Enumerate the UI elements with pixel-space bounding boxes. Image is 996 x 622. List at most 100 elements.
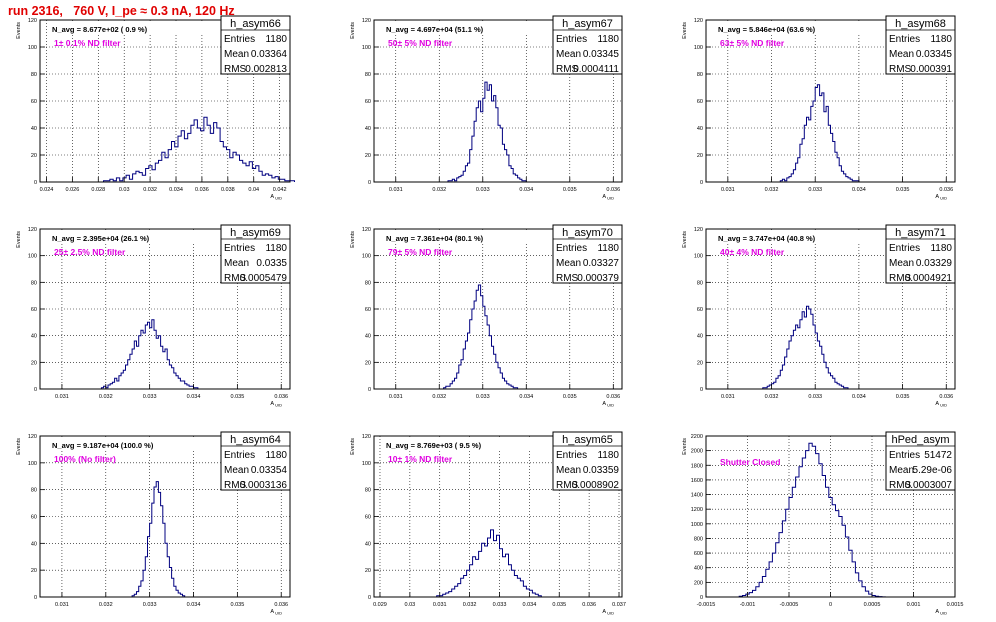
filter-label: 50± 5% ND filter (388, 38, 453, 48)
y-tick-label: 100 (362, 45, 371, 51)
y-tick-label: 20 (31, 360, 37, 366)
y-tick-label: 1800 (691, 463, 703, 469)
stats-label-rms: RMS (889, 64, 912, 75)
x-axis-title-subscript: UID (274, 196, 282, 201)
x-tick-label: 0.031 (721, 187, 735, 193)
x-tick-label: 0.032 (143, 187, 157, 193)
x-tick-label: 0.033 (476, 394, 490, 400)
x-tick-label: 0.03 (119, 187, 130, 193)
stats-box: h_asym71 Entries 1180 Mean 0.03329 RMS0.00049… (885, 224, 956, 284)
stats-label-mean: Mean (889, 465, 914, 476)
y-tick-label: 100 (28, 461, 37, 467)
stats-label-rms: RMS (224, 273, 247, 284)
stats-label-mean: Mean (556, 258, 581, 269)
histogram-panel-h_asym65: 0.029 0.03 0.031 0.032 0.033 0.034 0.035 0.036 0… (350, 431, 626, 616)
x-tick-label: 0.033 (808, 394, 822, 400)
stats-label-mean: Mean (889, 258, 914, 269)
navg-text: N_avg = 4.697e+04 (51.1 %) (386, 25, 484, 34)
y-tick-label: 1000 (691, 522, 703, 528)
stats-value-mean: 0.03327 (583, 258, 620, 269)
navg-background (50, 439, 219, 451)
stats-label-rms: RMS (556, 64, 579, 75)
x-axis-title: A UID (935, 401, 947, 408)
stats-label-mean: Mean (224, 258, 249, 269)
x-tick-label: 0.042 (273, 187, 287, 193)
x-tick-label: 0.033 (143, 602, 157, 608)
stats-box-title: h_asym68 (895, 18, 946, 30)
x-axis-title: A UID (935, 609, 947, 616)
stats-value-rms: 0.002813 (245, 64, 287, 75)
y-tick-label: 800 (694, 536, 703, 542)
stats-value-rms: 0.0004921 (905, 273, 953, 284)
y-tick-label: 100 (28, 45, 37, 51)
stats-value-entries: 1180 (597, 450, 619, 461)
stats-box: h_asym65 Entries 1180 Mean 0.03359 RMS0.00089… (552, 431, 623, 491)
x-tick-label: 0.0005 (864, 602, 881, 608)
y-axis-title: Events (682, 231, 688, 248)
stats-label-mean: Mean (224, 465, 249, 476)
y-tick-label: 60 (365, 99, 371, 105)
stats-box-frame (552, 431, 623, 491)
histogram-panel-h_asym71: 0.031 0.032 0.033 0.034 0.035 0.036 0 20 40 60 80 1… (682, 224, 956, 408)
x-tick-label: 0.034 (187, 394, 201, 400)
y-tick-label: 0 (34, 180, 37, 186)
x-tick-label: 0.035 (230, 602, 244, 608)
y-tick-label: 80 (697, 280, 703, 286)
histogram-line (100, 319, 199, 389)
stats-label-entries: Entries (224, 450, 255, 461)
x-tick-label: 0.036 (606, 187, 620, 193)
x-axis-title-subscript: UID (606, 196, 614, 201)
x-tick-label: 0.034 (169, 187, 183, 193)
stats-label-rms: RMS (556, 273, 579, 284)
filter-label: 79± 5% ND filter (388, 247, 453, 257)
y-tick-label: 40 (365, 334, 371, 340)
stats-value-rms: 0.0008902 (572, 480, 620, 491)
x-axis-title: A UID (602, 401, 614, 408)
stats-box-frame (220, 224, 291, 284)
y-axis-title: Events (350, 231, 356, 248)
x-tick-label: 0.032 (432, 187, 446, 193)
stats-value-mean: 0.03345 (916, 49, 953, 60)
y-tick-label: 1400 (691, 493, 703, 499)
y-tick-label: 120 (28, 227, 37, 233)
x-tick-label: -0.0015 (697, 602, 716, 608)
x-tick-label: 0.031 (389, 187, 403, 193)
y-axis-title: Events (682, 22, 688, 39)
y-tick-label: 80 (365, 72, 371, 78)
stats-box: h_asym64 Entries 1180 Mean 0.03354 RMS0.00031… (220, 431, 291, 491)
stats-box-frame (552, 15, 623, 75)
filter-label: 100% (No filter) (54, 454, 116, 464)
x-axis-title: A UID (270, 194, 282, 201)
y-tick-label: 0 (368, 180, 371, 186)
x-axis-title: A UID (270, 401, 282, 408)
x-tick-label: 0.031 (55, 602, 69, 608)
x-tick-label: 0.032 (432, 394, 446, 400)
stats-value-rms: 0.0003007 (905, 480, 953, 491)
x-tick-label: 0.035 (563, 187, 577, 193)
y-tick-label: 120 (362, 227, 371, 233)
stats-label-entries: Entries (556, 243, 587, 254)
stats-label-rms: RMS (224, 480, 247, 491)
y-tick-label: 20 (697, 153, 703, 159)
histogram-panel-hPed_asym: -0.0015 -0.001 -0.0005 0 0.0005 0.001 0.0015 0 2… (682, 431, 963, 616)
x-axis-title-subscript: UID (274, 403, 282, 408)
stats-label-rms: RMS (224, 64, 247, 75)
stats-label-rms: RMS (889, 480, 912, 491)
stats-box: hPed_asym Entries 51472 Mean5.29e-06RMS0.00… (885, 431, 956, 491)
stats-box-title: h_asym64 (230, 434, 281, 446)
stats-box-frame (885, 15, 956, 75)
x-tick-label: 0.036 (939, 187, 953, 193)
y-tick-label: 40 (365, 541, 371, 547)
stats-value-mean: 5.29e-06 (913, 465, 953, 476)
navg-background (716, 23, 884, 35)
x-tick-label: 0.035 (896, 187, 910, 193)
x-tick-label: 0.034 (519, 187, 533, 193)
histogram-line (436, 529, 542, 597)
navg-text: N_avg = 5.846e+04 (63.6 %) (718, 25, 816, 34)
x-tick-label: 0.036 (195, 187, 209, 193)
y-axis-title: Events (682, 438, 688, 455)
y-tick-label: 2200 (691, 434, 703, 440)
stats-value-rms: 0.0004111 (573, 64, 619, 75)
x-tick-label: 0.037 (612, 602, 626, 608)
